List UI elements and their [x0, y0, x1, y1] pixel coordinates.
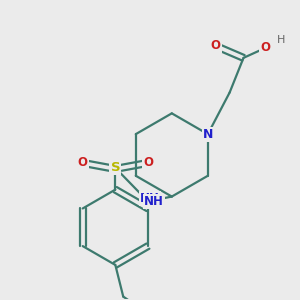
Text: O: O [211, 40, 221, 52]
Text: N: N [202, 128, 213, 141]
Text: O: O [260, 41, 270, 55]
Text: H: H [277, 35, 285, 45]
Text: NH: NH [140, 192, 160, 205]
Text: S: S [110, 161, 120, 174]
Text: NH: NH [144, 195, 164, 208]
Text: O: O [78, 156, 88, 170]
Text: O: O [143, 156, 153, 170]
